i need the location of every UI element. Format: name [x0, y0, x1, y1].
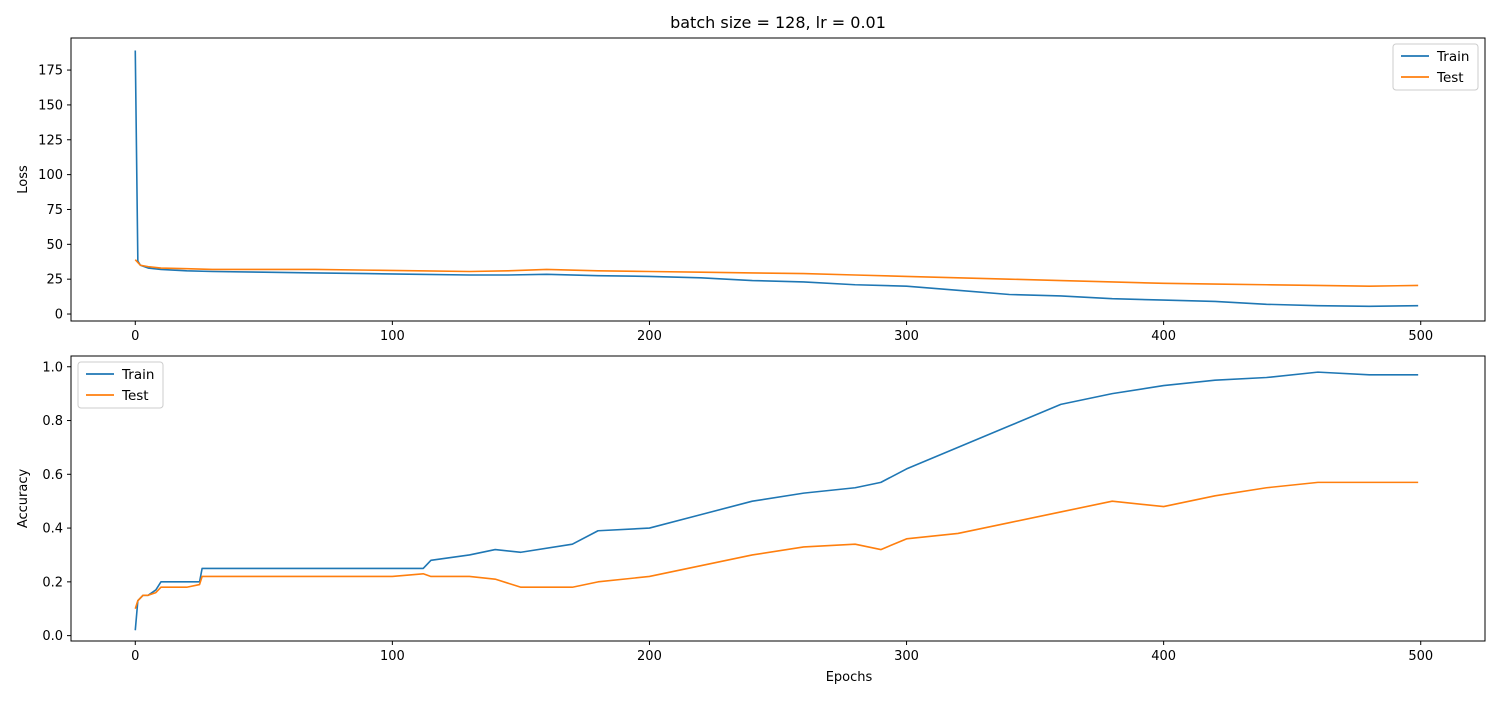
x-axis-label: Epochs [826, 670, 873, 685]
legend-label-train: Train [1436, 49, 1469, 65]
x-tick-label: 500 [1408, 329, 1433, 344]
y-tick-label: 0.2 [42, 575, 63, 590]
x-tick-label: 100 [380, 649, 405, 664]
series-line-test [134, 481, 1419, 609]
y-axis-label: Accuracy [16, 469, 31, 529]
legend: Train Test [1392, 43, 1479, 91]
x-tick-label: 0 [131, 649, 139, 664]
legend: Train Test [77, 361, 164, 409]
x-tick-label: 300 [894, 649, 919, 664]
y-tick-label: 0.6 [42, 468, 63, 483]
figure-title: batch size = 128, lr = 0.01 [670, 13, 886, 32]
legend-label-test: Test [121, 388, 149, 404]
series-line-test [134, 259, 1419, 287]
x-tick-label: 400 [1151, 649, 1176, 664]
panel-2: 0 100 200 300 400 500 0.0 0.2 0.4 0.6 0.8 1.0 Accura… [16, 355, 1486, 685]
y-tick-label: 0.8 [42, 414, 63, 429]
axes-frame [70, 355, 1486, 642]
x-tick-label: 500 [1408, 649, 1433, 664]
y-tick-label: 50 [46, 238, 63, 253]
y-tick-label: 75 [46, 203, 63, 218]
x-tick-label: 400 [1151, 329, 1176, 344]
x-tick-label: 0 [131, 329, 139, 344]
y-tick-label: 0 [55, 308, 63, 323]
y-tick-label: 150 [38, 98, 63, 113]
y-tick-label: 100 [38, 168, 63, 183]
y-tick-label: 0.4 [42, 522, 63, 537]
y-tick-label: 1.0 [42, 360, 63, 375]
panel-1: 0 100 200 300 400 500 0 25 50 75 100 125 150 175 Loss T… [16, 37, 1486, 344]
x-tick-label: 200 [637, 329, 662, 344]
x-tick-label: 100 [380, 329, 405, 344]
series-line-train [134, 371, 1419, 631]
y-tick-label: 125 [38, 133, 63, 148]
y-tick-label: 25 [46, 273, 63, 288]
legend-label-test: Test [1436, 70, 1464, 86]
y-axis-label: Loss [16, 165, 31, 194]
x-tick-label: 300 [894, 329, 919, 344]
y-tick-label: 175 [38, 64, 63, 79]
y-tick-label: 0.0 [42, 629, 63, 644]
axes-frame [70, 37, 1486, 322]
x-tick-label: 200 [637, 649, 662, 664]
series-line-train [134, 50, 1419, 308]
legend-label-train: Train [121, 367, 154, 383]
